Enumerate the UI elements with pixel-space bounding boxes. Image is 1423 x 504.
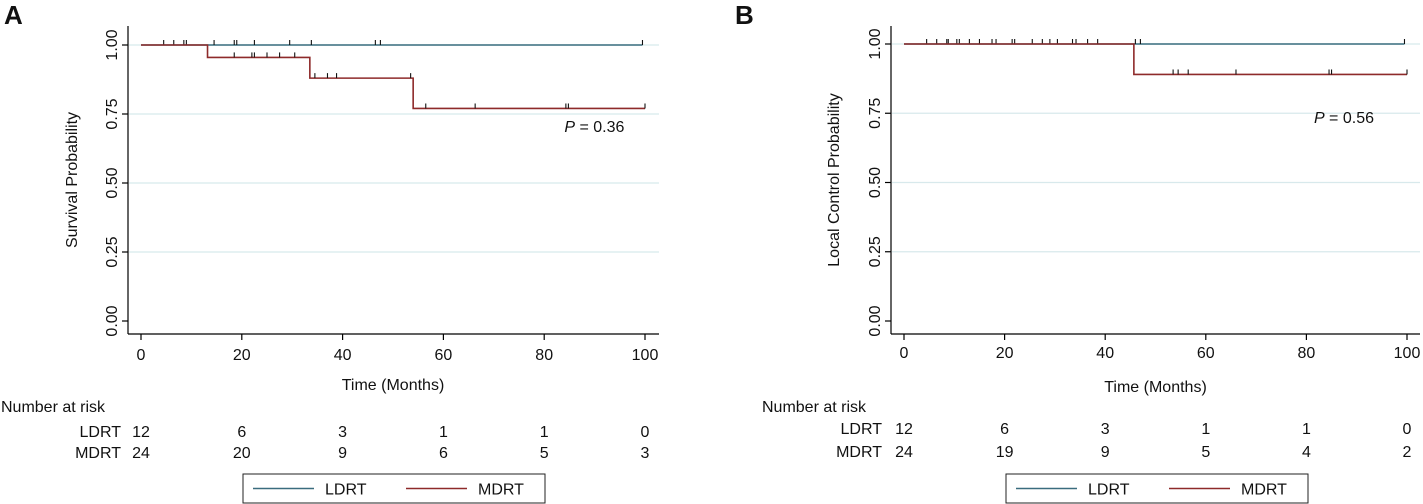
x-tick-label: 0 bbox=[900, 345, 909, 362]
y-tick-label: 0.50 bbox=[104, 167, 121, 198]
y-axis-label: Survival Probability bbox=[64, 112, 81, 248]
y-tick-label: 0.25 bbox=[104, 236, 121, 267]
y-tick-label: 0.00 bbox=[867, 305, 884, 336]
y-axis-label: Local Control Probability bbox=[826, 93, 843, 266]
x-tick-label: 80 bbox=[1298, 345, 1316, 362]
legend-label-ldrt: LDRT bbox=[325, 482, 367, 499]
risk-count: 5 bbox=[1201, 444, 1210, 461]
risk-row-label: MDRT bbox=[836, 444, 882, 461]
y-tick-label: 0.25 bbox=[867, 236, 884, 267]
risk-count: 0 bbox=[1403, 421, 1412, 438]
risk-count: 3 bbox=[1101, 421, 1110, 438]
risk-count: 24 bbox=[132, 445, 150, 462]
x-axis-label: Time (Months) bbox=[342, 377, 445, 394]
risk-count: 24 bbox=[895, 444, 913, 461]
risk-row-label: LDRT bbox=[80, 424, 122, 441]
legend-box bbox=[1005, 473, 1309, 504]
risk-row-label: MDRT bbox=[75, 445, 121, 462]
p-value-annotation: P = 0.56 bbox=[1314, 110, 1374, 127]
p-value-symbol: P bbox=[564, 119, 575, 136]
risk-count: 9 bbox=[1101, 444, 1110, 461]
y-tick-label: 0.75 bbox=[867, 98, 884, 129]
risk-count: 9 bbox=[338, 445, 347, 462]
y-tick-label: 0.00 bbox=[104, 305, 121, 336]
panel-letter: B bbox=[735, 0, 754, 30]
risk-count: 3 bbox=[338, 424, 347, 441]
p-value-symbol: P bbox=[1314, 110, 1325, 127]
x-tick-label: 60 bbox=[1197, 345, 1215, 362]
legend-label-ldrt: LDRT bbox=[1088, 482, 1130, 499]
y-tick-label: 0.75 bbox=[104, 98, 121, 129]
risk-count: 1 bbox=[439, 424, 448, 441]
y-tick-label: 1.00 bbox=[867, 28, 884, 59]
x-tick-label: 0 bbox=[137, 347, 146, 364]
risk-count: 12 bbox=[895, 421, 913, 438]
legend-label-mdrt: MDRT bbox=[478, 482, 524, 499]
x-tick-label: 100 bbox=[632, 347, 659, 364]
panel-a: A0.000.250.500.751.000 20 40 60 80 100Surviva… bbox=[1, 0, 659, 504]
p-value-text: = 0.36 bbox=[575, 119, 624, 136]
x-tick-label: 40 bbox=[1096, 345, 1114, 362]
risk-table-title: Number at risk bbox=[762, 399, 867, 416]
risk-count: 1 bbox=[540, 424, 549, 441]
risk-count: 6 bbox=[237, 424, 246, 441]
risk-count: 3 bbox=[641, 445, 650, 462]
risk-row-label: LDRT bbox=[841, 421, 883, 438]
x-tick-label: 60 bbox=[435, 347, 453, 364]
x-tick-label: 100 bbox=[1394, 345, 1421, 362]
y-tick-label: 0.50 bbox=[867, 167, 884, 198]
p-value-text: = 0.56 bbox=[1325, 110, 1374, 127]
risk-count: 4 bbox=[1302, 444, 1311, 461]
risk-count: 6 bbox=[1000, 421, 1009, 438]
y-tick-label: 1.00 bbox=[104, 29, 121, 60]
risk-count: 12 bbox=[132, 424, 150, 441]
risk-count: 1 bbox=[1201, 421, 1210, 438]
risk-count: 19 bbox=[996, 444, 1014, 461]
panel-letter: A bbox=[4, 0, 23, 30]
legend-label-mdrt: MDRT bbox=[1241, 482, 1287, 499]
risk-count: 6 bbox=[439, 445, 448, 462]
p-value-annotation: P = 0.36 bbox=[564, 119, 624, 136]
risk-count: 5 bbox=[540, 445, 549, 462]
risk-count: 20 bbox=[233, 445, 251, 462]
x-tick-label: 20 bbox=[996, 345, 1014, 362]
x-axis-label: Time (Months) bbox=[1104, 379, 1207, 396]
risk-count: 2 bbox=[1403, 444, 1412, 461]
risk-table-title: Number at risk bbox=[1, 399, 106, 416]
risk-count: 1 bbox=[1302, 421, 1311, 438]
x-tick-label: 20 bbox=[233, 347, 251, 364]
x-tick-label: 80 bbox=[535, 347, 553, 364]
series-line-mdrt bbox=[904, 43, 1407, 76]
x-tick-label: 40 bbox=[334, 347, 352, 364]
series-line-mdrt bbox=[141, 44, 645, 110]
risk-count: 0 bbox=[641, 424, 650, 441]
